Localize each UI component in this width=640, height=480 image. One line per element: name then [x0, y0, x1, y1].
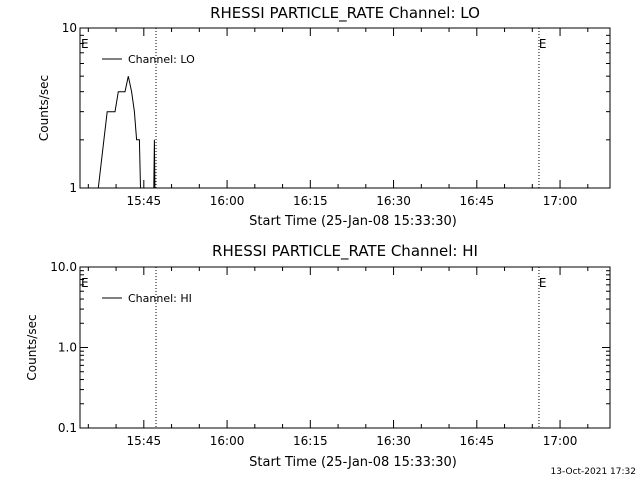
- legend-label: Channel: HI: [128, 292, 192, 305]
- y-axis-label: Counts/sec: [37, 75, 51, 141]
- x-tick-label: 16:00: [210, 194, 245, 208]
- x-axis-label: Start Time (25-Jan-08 15:33:30): [249, 455, 457, 470]
- footer-timestamp: 13-Oct-2021 17:32: [551, 467, 636, 477]
- y-tick-label: 1.0: [58, 341, 77, 355]
- x-tick-label: 16:45: [460, 434, 495, 448]
- event-marker: E: [81, 37, 89, 51]
- y-axis-label: Counts/sec: [25, 314, 39, 380]
- chart-title: RHESSI PARTICLE_RATE Channel: HI: [212, 242, 478, 261]
- x-tick-label: 16:30: [376, 434, 411, 448]
- x-tick-label: 16:45: [460, 194, 495, 208]
- x-tick-label: 15:45: [127, 434, 162, 448]
- x-axis-label: Start Time (25-Jan-08 15:33:30): [249, 214, 457, 229]
- y-tick-label: 0.1: [58, 421, 77, 435]
- event-marker: E: [539, 276, 547, 290]
- plot-frame: [79, 27, 611, 189]
- y-tick-label: 1: [69, 181, 77, 195]
- x-tick-label: 16:30: [376, 194, 411, 208]
- x-tick-label: 16:15: [293, 194, 328, 208]
- event-marker: E: [539, 37, 547, 51]
- event-marker: E: [81, 276, 89, 290]
- panel-lo: RHESSI PARTICLE_RATE Channel: LO 15:45 16:…: [37, 4, 611, 229]
- x-tick-label: 17:00: [543, 194, 578, 208]
- x-tick-label: 15:45: [127, 194, 162, 208]
- panel-hi: RHESSI PARTICLE_RATE Channel: HI 15:45 16:…: [25, 242, 611, 470]
- x-tick-label: 16:15: [293, 434, 328, 448]
- x-tick-label: 16:00: [210, 434, 245, 448]
- x-tick-label: 17:00: [543, 434, 578, 448]
- y-tick-label: 10.0: [50, 260, 77, 274]
- chart-title: RHESSI PARTICLE_RATE Channel: LO: [210, 4, 480, 23]
- legend-label: Channel: LO: [128, 53, 195, 66]
- series-line-channel-lo: [97, 76, 156, 189]
- y-tick-label: 10: [62, 21, 77, 35]
